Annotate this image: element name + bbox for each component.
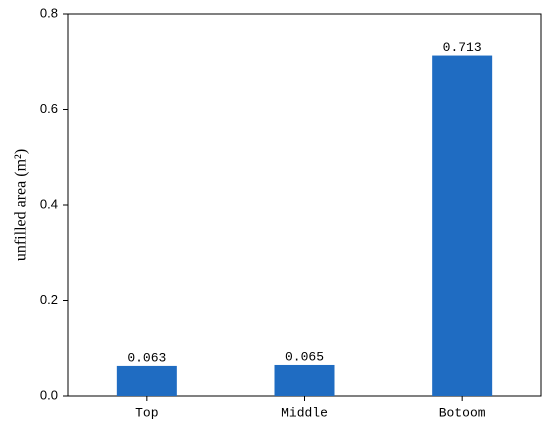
data-label: 0.063 [127, 350, 166, 365]
y-tick-label: 0.0 [40, 387, 58, 402]
data-label: 0.713 [443, 40, 482, 55]
bar [274, 364, 335, 396]
x-tick-label: Middle [281, 405, 328, 420]
x-tick-label: Top [135, 405, 158, 420]
bar [432, 55, 493, 396]
x-tick-label: Botoom [439, 405, 486, 420]
bar [116, 365, 177, 396]
y-tick-label: 0.6 [40, 101, 58, 116]
y-axis-label: unfilled area (m²) [13, 149, 30, 261]
y-tick-label: 0.4 [40, 196, 58, 211]
y-tick-label: 0.8 [40, 5, 58, 20]
y-tick-label: 0.2 [40, 292, 58, 307]
data-label: 0.065 [285, 349, 324, 364]
